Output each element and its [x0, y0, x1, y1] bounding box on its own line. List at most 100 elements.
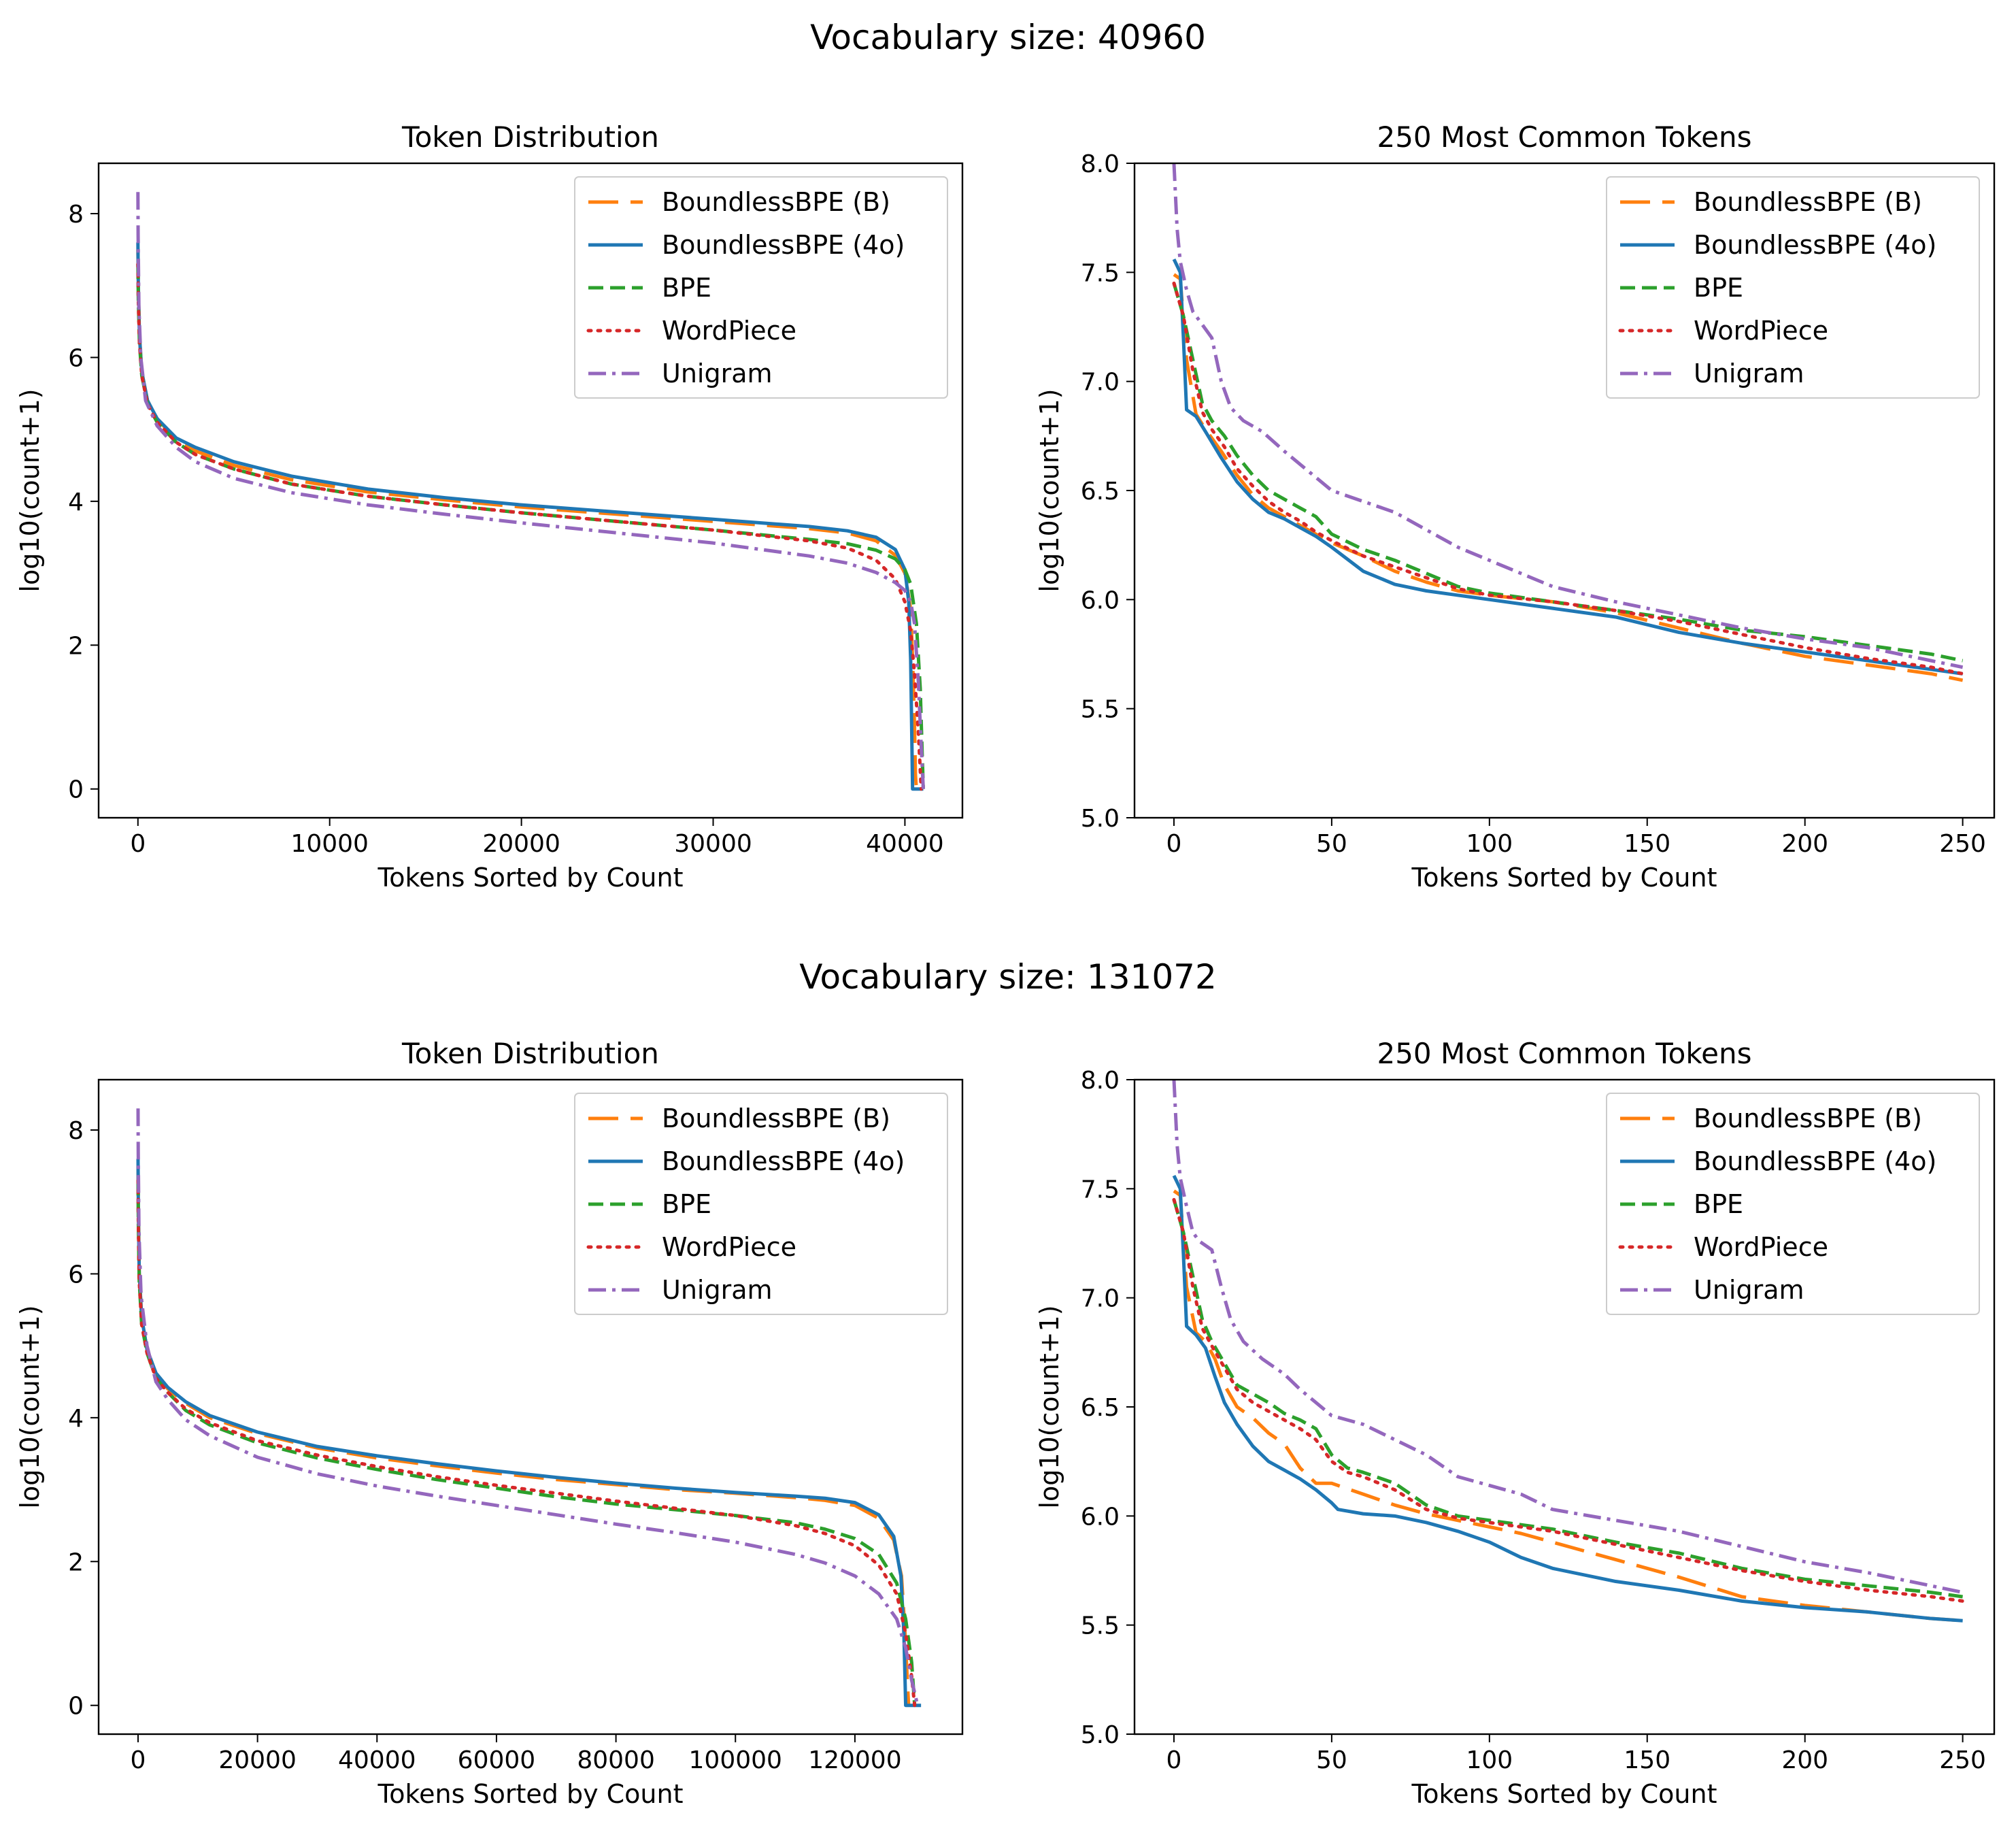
y-tick-label: 5.5 [1081, 696, 1120, 724]
series-line [1172, 163, 1964, 669]
panel-4: 250 Most Common Tokens 0 50 100 150 200 250 5.0… [1035, 1037, 1996, 1809]
legend: BoundlessBPE (B) BoundlessBPE (4o) BPE Word… [574, 1093, 948, 1315]
x-tick-label: 0 [131, 1746, 146, 1774]
legend-label: BoundlessBPE (4o) [1694, 230, 1936, 260]
legend-label: BPE [1694, 1189, 1743, 1219]
y-tick-label: 7.5 [1081, 1176, 1120, 1203]
y-tick-label: 6 [68, 344, 84, 372]
x-tick-label: 20000 [218, 1746, 297, 1774]
panel-3: Token Distribution 0 20000 40000 60000 80000 1… [15, 1037, 964, 1809]
series-group [1172, 163, 1965, 682]
legend-label: BoundlessBPE (B) [662, 1103, 890, 1133]
legend-label: Unigram [1694, 1275, 1804, 1305]
series-line [1172, 259, 1963, 676]
x-tick-label: 0 [130, 830, 146, 858]
legend-label: WordPiece [1694, 316, 1828, 346]
y-axis-label: log10(count+1) [15, 1305, 45, 1508]
y-tick-label: 0 [68, 776, 84, 804]
x-tick-label: 50 [1316, 1746, 1347, 1774]
y-tick-label: 6 [68, 1261, 84, 1289]
y-tick-label: 0 [68, 1693, 84, 1721]
series-line [1172, 281, 1965, 676]
legend-label: BoundlessBPE (B) [1694, 187, 1922, 217]
y-tick-label: 5.5 [1081, 1612, 1120, 1640]
x-tick-label: 60000 [458, 1746, 536, 1774]
x-tick-label: 100 [1466, 830, 1513, 858]
panel-title: Token Distribution [401, 120, 659, 154]
legend-label: Unigram [1694, 359, 1804, 388]
legend-label: BoundlessBPE (4o) [662, 1146, 905, 1176]
legend: BoundlessBPE (B) BoundlessBPE (4o) BPE Word… [1606, 1093, 1980, 1315]
panel-title: Token Distribution [401, 1037, 659, 1070]
x-tick-label: 200 [1781, 1746, 1828, 1774]
legend-label: BPE [1694, 273, 1743, 303]
y-tick-label: 4 [68, 488, 84, 516]
y-tick-label: 8.0 [1081, 150, 1120, 178]
y-tick-label: 8 [68, 1117, 84, 1145]
x-tick-label: 30000 [674, 830, 752, 858]
legend-label: WordPiece [1694, 1232, 1828, 1262]
legend-box [1606, 1093, 1980, 1315]
x-tick-label: 40000 [338, 1746, 416, 1774]
legend-label: BPE [662, 273, 711, 303]
x-tick-label: 50 [1316, 830, 1347, 858]
y-tick-label: 6.5 [1081, 1394, 1120, 1422]
y-tick-label: 7.0 [1081, 369, 1120, 397]
legend-label: BPE [662, 1189, 711, 1219]
figure-title-top: Vocabulary size: 40960 [810, 18, 1206, 57]
x-tick-label: 150 [1624, 1746, 1670, 1774]
legend: BoundlessBPE (B) BoundlessBPE (4o) BPE Word… [1606, 176, 1980, 399]
axes-frame [97, 162, 964, 819]
legend-label: BoundlessBPE (B) [1694, 1103, 1922, 1133]
y-tick-label: 6.0 [1081, 1503, 1120, 1531]
legend-label: WordPiece [662, 1232, 796, 1262]
x-tick-label: 10000 [290, 830, 369, 858]
x-tick-label: 250 [1939, 1746, 1986, 1774]
y-tick-label: 2 [68, 1548, 84, 1576]
legend-label: Unigram [662, 359, 773, 388]
series-line [1172, 1199, 1963, 1599]
panel-1: Token Distribution 0 10000 20000 30000 40000 0… [15, 120, 964, 893]
panel-title: 250 Most Common Tokens [1377, 120, 1751, 154]
series-line [1172, 1197, 1965, 1603]
series-line [136, 192, 925, 789]
x-tick-label: 100000 [689, 1746, 782, 1774]
x-axis-label: Tokens Sorted by Count [1411, 1779, 1717, 1809]
legend-label: BoundlessBPE (B) [662, 187, 890, 217]
y-tick-label: 7.5 [1081, 259, 1120, 287]
series-group [136, 192, 925, 791]
x-tick-label: 0 [1166, 830, 1182, 858]
y-tick-label: 2 [68, 632, 84, 660]
legend-label: Unigram [662, 1275, 773, 1305]
series-line [1172, 1175, 1963, 1623]
series-line [1172, 282, 1964, 663]
y-tick-label: 7.0 [1081, 1285, 1120, 1313]
series-line [136, 1178, 917, 1708]
panel-title: 250 Most Common Tokens [1377, 1037, 1751, 1070]
y-tick-label: 8.0 [1081, 1067, 1120, 1095]
x-tick-label: 250 [1939, 830, 1986, 858]
legend-box [574, 176, 948, 399]
y-tick-label: 8 [68, 201, 84, 229]
legend-label: BoundlessBPE (4o) [1694, 1146, 1936, 1176]
x-tick-label: 0 [1166, 1746, 1182, 1774]
x-axis-label: Tokens Sorted by Count [377, 863, 683, 893]
x-tick-label: 20000 [482, 830, 560, 858]
legend-box [574, 1093, 948, 1315]
y-tick-label: 6.0 [1081, 586, 1120, 614]
y-tick-label: 5.0 [1081, 1721, 1120, 1749]
legend-box [1606, 176, 1980, 399]
series-line [1173, 1189, 1963, 1623]
x-tick-label: 120000 [808, 1746, 901, 1774]
series-group [1172, 1080, 1965, 1623]
x-tick-label: 200 [1781, 830, 1828, 858]
panel-2: 250 Most Common Tokens 0 50 100 150 200 250 5.0… [1035, 120, 1996, 893]
y-axis-label: log10(count+1) [1035, 1305, 1064, 1508]
x-axis-label: Tokens Sorted by Count [1411, 863, 1717, 893]
legend: BoundlessBPE (B) BoundlessBPE (4o) BPE Word… [574, 176, 948, 399]
y-tick-label: 4 [68, 1405, 84, 1433]
x-tick-label: 40000 [866, 830, 944, 858]
figure-title-bottom: Vocabulary size: 131072 [799, 957, 1217, 997]
series-line [1172, 1080, 1964, 1595]
